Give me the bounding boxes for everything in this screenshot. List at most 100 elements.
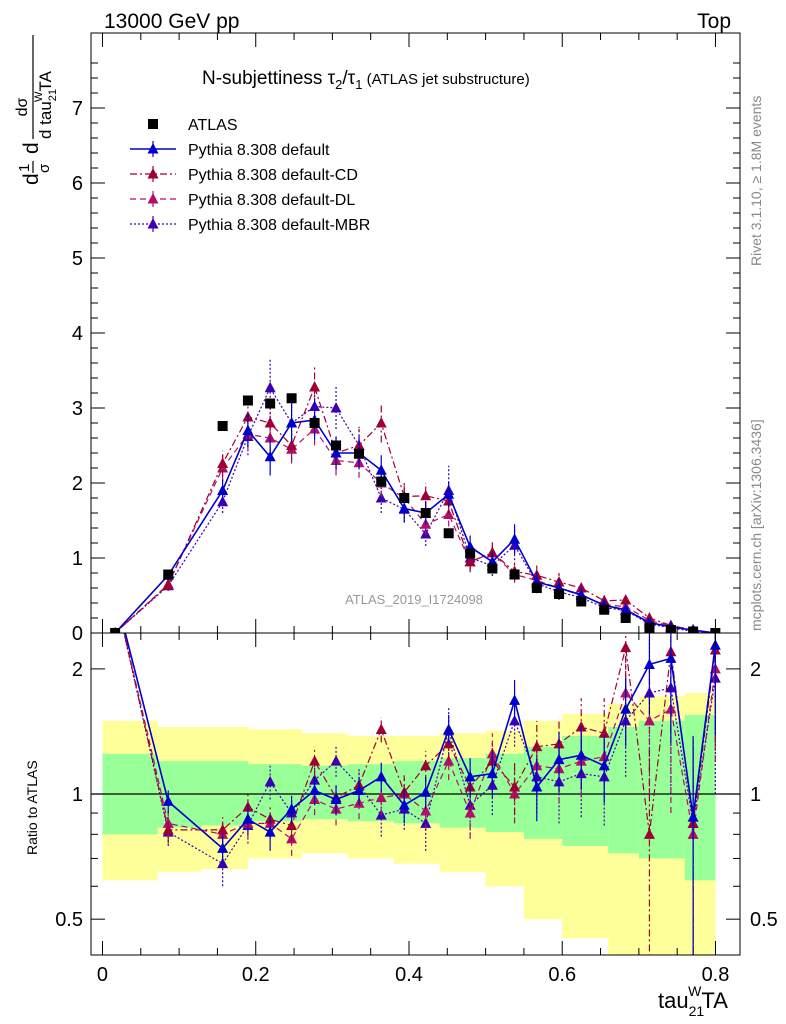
data-point — [354, 448, 365, 459]
data-point — [331, 440, 342, 451]
data-point — [509, 533, 521, 544]
xtick-label: 0.6 — [548, 964, 576, 986]
uncertainty-band-inner — [301, 765, 348, 820]
legend-entry: ATLAS — [148, 117, 238, 134]
legend-marker-triangle — [147, 143, 159, 154]
uncertainty-band-inner — [562, 735, 609, 846]
data-point — [599, 604, 610, 615]
ratio-ytick-label-right: 1 — [750, 784, 761, 806]
data-point — [286, 439, 298, 450]
data-point — [398, 502, 410, 513]
ratio-point — [486, 767, 498, 779]
data-point — [487, 563, 498, 574]
ratio-point — [620, 641, 632, 653]
data-point — [509, 569, 520, 580]
data-point — [264, 450, 276, 462]
ratio-point — [420, 759, 432, 771]
legend-marker-square — [148, 119, 158, 129]
legend-marker-triangle — [147, 218, 159, 229]
main-ytick-label: 4 — [72, 323, 83, 345]
data-point — [375, 492, 387, 503]
legend-entry: Pythia 8.308 default-CD — [130, 166, 358, 184]
main-ytick-label: 1 — [72, 548, 83, 570]
ratio-point — [420, 805, 432, 816]
ratio-point — [531, 780, 543, 792]
data-point — [163, 569, 174, 580]
legend-label: Pythia 8.308 default-MBR — [188, 217, 370, 234]
main-ytick-label: 0 — [72, 623, 83, 645]
data-point — [217, 421, 228, 431]
main-ylabel: d 1 σ d dσ d tau21WTA — [14, 35, 59, 185]
xlabel-tau: tau — [658, 988, 689, 1013]
ratio-point — [464, 770, 476, 782]
x-axis-label: tau21 WTA — [658, 983, 728, 1019]
data-point — [554, 589, 565, 599]
data-point — [465, 548, 476, 559]
data-point — [464, 555, 476, 567]
main-ytick-label: 2 — [72, 473, 83, 495]
ratio-point — [264, 826, 276, 837]
main-ytick-label: 3 — [72, 398, 83, 420]
data-point — [620, 603, 632, 615]
xlabel-sup: W — [688, 983, 702, 999]
ratio-point — [665, 652, 677, 663]
ratio-ytick-label: 0.5 — [55, 909, 83, 931]
data-point — [688, 626, 699, 633]
ratio-point — [643, 714, 655, 726]
data-point — [217, 457, 229, 468]
ratio-point — [687, 811, 699, 822]
legend-marker-triangle — [147, 168, 159, 179]
ratio-point — [598, 759, 610, 771]
xtick-label: 0 — [97, 964, 108, 986]
data-point — [217, 484, 229, 495]
ratio-point — [217, 823, 229, 835]
legend-entry: Pythia 8.308 default-DL — [130, 191, 355, 209]
ylabel-d2: d — [20, 142, 43, 154]
main-panel — [110, 357, 721, 633]
title-sub1: 2 — [335, 77, 342, 92]
data-point — [376, 476, 387, 487]
ratio-point — [598, 727, 610, 738]
plot-title: N-subjettiness τ2/τ1 (ATLAS jet substruc… — [202, 68, 530, 92]
ratio-point — [553, 753, 565, 765]
data-point — [242, 424, 254, 435]
ratio-point — [509, 694, 521, 705]
legend-label: Pythia 8.308 default — [188, 142, 330, 159]
ratio-point — [162, 823, 174, 835]
ratio-point — [643, 828, 655, 839]
title-main: N-subjettiness τ — [202, 68, 336, 89]
mcplots-label: mcplots.cern.ch [arXiv:1306.3436] — [748, 419, 764, 631]
ratio-point — [353, 784, 365, 795]
xtick-label: 0.4 — [395, 964, 423, 986]
legend-marker-triangle — [147, 193, 159, 204]
data-point — [620, 594, 632, 605]
ratio-point — [420, 786, 432, 797]
ratio-plot-area — [91, 633, 740, 955]
ratio-ytick-label: 2 — [72, 659, 83, 681]
ylabel-d-prefix: d — [20, 173, 43, 185]
legend: ATLAS Pythia 8.308 default Pythia 8.308 de… — [130, 117, 370, 234]
data-point — [264, 417, 276, 428]
data-point — [531, 583, 542, 593]
main-ytick-label: 7 — [72, 98, 83, 120]
main-plot-area — [110, 357, 721, 633]
legend-label: Pythia 8.308 default-DL — [188, 192, 355, 209]
data-point — [330, 402, 342, 413]
xlabel-sub: 21 — [689, 1003, 705, 1019]
uncertainty-band-inner — [608, 726, 639, 854]
ratio-point — [375, 723, 387, 734]
ratio-point — [375, 791, 387, 803]
ratio-point — [575, 749, 587, 760]
data-point — [265, 398, 276, 409]
data-point — [242, 395, 253, 406]
uncertainty-band-inner — [439, 758, 486, 828]
xtick-label: 0.2 — [242, 964, 270, 986]
analysis-watermark: ATLAS_2019_I1724098 — [345, 592, 483, 607]
data-point — [286, 393, 297, 404]
ratio-series-solid — [124, 633, 721, 955]
data-point — [620, 613, 631, 623]
header-right: Top — [697, 10, 731, 33]
ylabel-supW: W — [33, 91, 45, 102]
data-point — [443, 528, 454, 539]
ratio-point — [398, 799, 410, 810]
